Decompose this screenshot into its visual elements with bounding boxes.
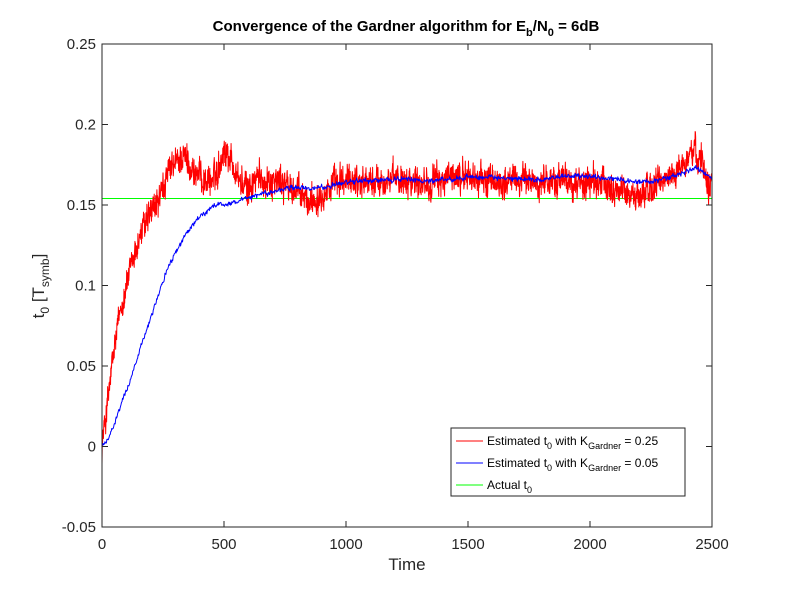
y-axis-label-close: ] [29, 254, 48, 259]
y-axis-label: t0 [Tsymb] [29, 254, 52, 319]
legend-entry-2: Actual t0 [487, 478, 532, 495]
y-tick-label: -0.05 [62, 519, 96, 536]
y-tick-label: 0.2 [75, 117, 96, 134]
x-tick-label: 2500 [695, 536, 728, 553]
legend-entry-2-a: Actual t [487, 478, 528, 492]
legend-entry-1-b: 0 [547, 463, 552, 473]
y-tick-label: 0.1 [75, 278, 96, 295]
chart-title-main: Convergence of the Gardner algorithm for… [213, 18, 526, 35]
legend-entry-0-b: 0 [547, 441, 552, 451]
chart-title: Convergence of the Gardner algorithm for… [213, 18, 600, 39]
series-line-1 [102, 164, 712, 448]
legend-entry-1-e: = 0.05 [621, 456, 658, 470]
x-tick-label: 2000 [573, 536, 606, 553]
x-axis-label: Time [388, 555, 425, 574]
chart-title-sub1: b [526, 27, 533, 39]
legend-entry-0: Estimated t0 with KGardner = 0.25 [487, 434, 658, 451]
y-tick-label: 0.15 [67, 197, 96, 214]
y-axis-label-main: t [29, 313, 48, 318]
x-tick-label: 500 [211, 536, 236, 553]
legend-entry-1-c: with K [552, 456, 588, 470]
x-tick-label: 1000 [329, 536, 362, 553]
series-line-0 [102, 131, 712, 465]
y-tick-label: 0.05 [67, 358, 96, 375]
legend-entry-1: Estimated t0 with KGardner = 0.05 [487, 456, 658, 473]
legend-entry-1-d: Gardner [588, 463, 621, 473]
series-layer [102, 131, 712, 465]
legend-entry-2-b: 0 [527, 485, 532, 495]
y-axis-label-sub2: symb [38, 258, 52, 287]
legend-entry-1-a: Estimated t [487, 456, 548, 470]
legend: Estimated t0 with KGardner = 0.25 Estima… [450, 427, 686, 497]
legend-entry-0-e: = 0.25 [621, 434, 658, 448]
chart-title-tail: = 6dB [554, 18, 600, 35]
x-tick-label: 0 [98, 536, 106, 553]
y-tick-label: 0.25 [67, 36, 96, 53]
chart-title-sub2: 0 [548, 27, 554, 39]
legend-entry-0-a: Estimated t [487, 434, 548, 448]
legend-entry-0-d: Gardner [588, 441, 621, 451]
y-axis-label-open: [T [29, 287, 48, 307]
x-tick-label: 1500 [451, 536, 484, 553]
chart-title-mid: /N [533, 18, 548, 35]
legend-entry-0-c: with K [552, 434, 588, 448]
y-axis-label-sub1: 0 [38, 307, 52, 314]
y-tick-label: 0 [88, 439, 96, 456]
ticks-layer: 0 500 1000 1500 2000 2500-0.0500.050.10.150.2… [62, 36, 729, 553]
legend-box [450, 427, 686, 497]
